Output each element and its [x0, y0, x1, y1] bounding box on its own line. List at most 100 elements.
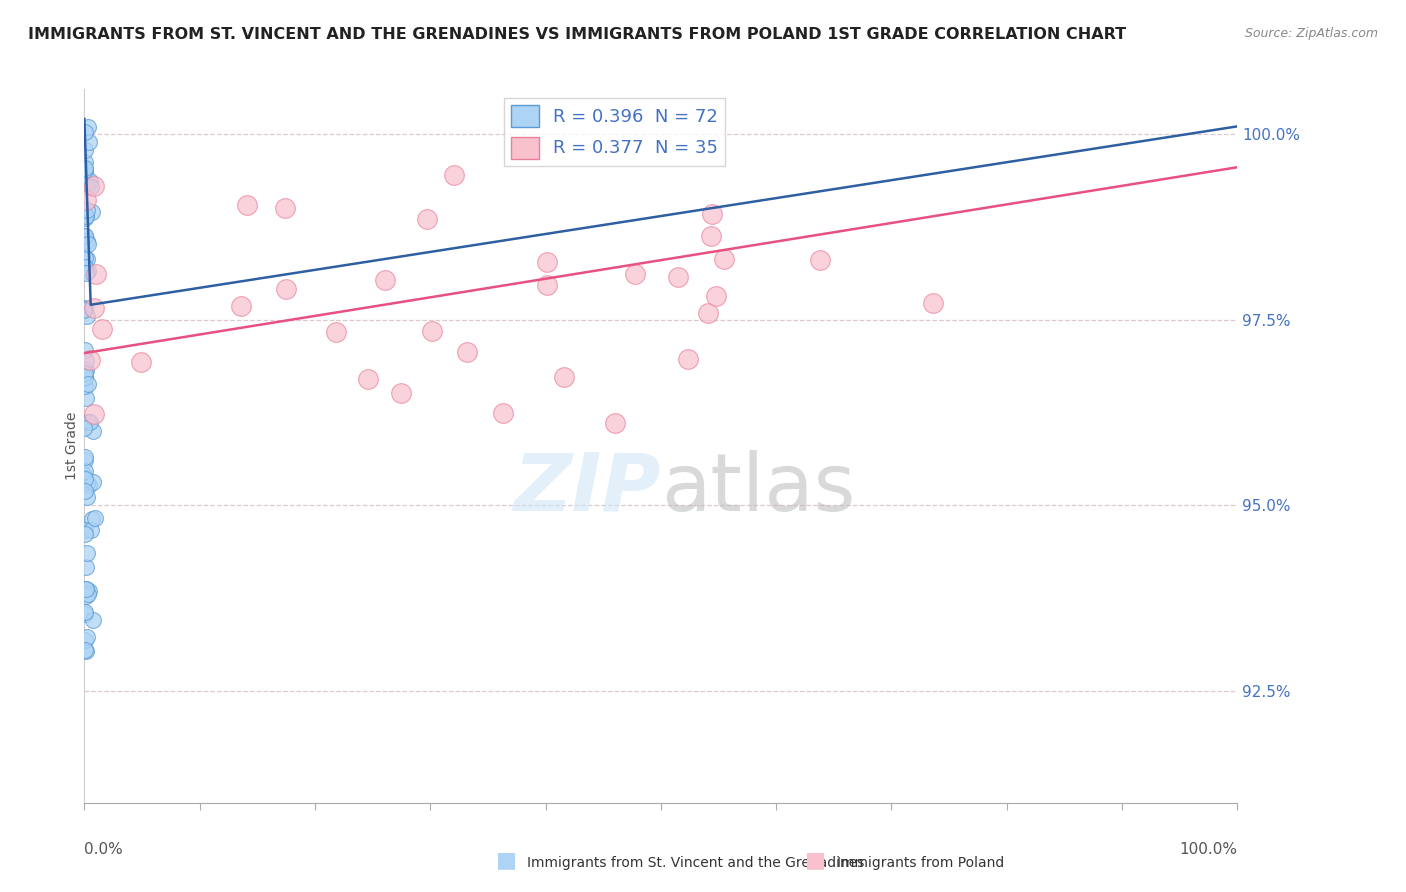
Point: [443, 168, 465, 182]
Point: [77, 120, 100, 134]
Point: [77, 415, 100, 429]
Point: [75, 354, 97, 368]
Point: [90, 322, 112, 336]
Point: [75, 260, 97, 274]
Point: [76, 252, 98, 266]
Point: [82, 425, 104, 439]
Point: [492, 406, 515, 420]
Point: [921, 296, 943, 310]
Point: [76, 235, 98, 249]
Point: [75, 209, 97, 223]
Point: [75, 589, 97, 603]
Point: [274, 201, 297, 215]
Point: [79, 416, 101, 430]
Point: [702, 207, 724, 221]
Point: [76, 178, 98, 193]
Point: [76, 490, 98, 504]
Point: [73, 452, 96, 467]
Point: [536, 277, 558, 292]
Point: [73, 420, 96, 434]
Point: [456, 344, 478, 359]
Point: [75, 166, 97, 180]
Point: [75, 526, 97, 541]
Point: [73, 228, 96, 243]
Point: [236, 198, 259, 212]
Point: [624, 267, 647, 281]
Point: [83, 179, 105, 194]
Point: [73, 467, 96, 482]
Point: [80, 180, 103, 194]
Legend: R = 0.396  N = 72, R = 0.377  N = 35: R = 0.396 N = 72, R = 0.377 N = 35: [505, 98, 725, 166]
Point: [84, 510, 107, 524]
Point: [77, 136, 100, 150]
Point: [80, 204, 103, 219]
Point: [76, 203, 98, 218]
Point: [678, 351, 700, 366]
Text: IMMIGRANTS FROM ST. VINCENT AND THE GRENADINES VS IMMIGRANTS FROM POLAND 1ST GRA: IMMIGRANTS FROM ST. VINCENT AND THE GREN…: [28, 27, 1126, 42]
Text: atlas: atlas: [661, 450, 855, 528]
Point: [73, 633, 96, 648]
Point: [73, 483, 96, 498]
Point: [83, 407, 105, 421]
Point: [75, 162, 97, 177]
Point: [75, 559, 97, 574]
Point: [73, 154, 96, 169]
Point: [75, 582, 97, 597]
Point: [553, 370, 575, 384]
Point: [73, 143, 96, 157]
Point: [131, 355, 153, 369]
Point: [73, 606, 96, 620]
Point: [389, 385, 412, 400]
Point: [77, 237, 100, 252]
Point: [73, 607, 96, 621]
Point: [73, 370, 96, 384]
Point: [79, 353, 101, 368]
Point: [76, 546, 98, 560]
Point: [77, 377, 100, 392]
Point: [75, 472, 97, 486]
Point: [75, 209, 97, 223]
Point: [77, 587, 100, 601]
Point: [73, 303, 96, 318]
Text: ■: ■: [496, 850, 516, 870]
Point: [699, 229, 721, 244]
Point: [374, 273, 396, 287]
Point: [79, 174, 101, 188]
Point: [75, 194, 97, 208]
Point: [73, 450, 96, 464]
Point: [73, 301, 96, 316]
Text: ■: ■: [806, 850, 825, 870]
Point: [76, 309, 98, 323]
Point: [75, 366, 97, 380]
Point: [325, 325, 347, 339]
Point: [536, 255, 558, 269]
Point: [76, 263, 98, 277]
Text: ZIP: ZIP: [513, 450, 661, 528]
Point: [75, 644, 97, 658]
Y-axis label: 1st Grade: 1st Grade: [65, 412, 79, 480]
Point: [77, 478, 100, 492]
Point: [82, 613, 104, 627]
Point: [666, 270, 689, 285]
Point: [603, 416, 626, 430]
Point: [75, 582, 97, 596]
Text: Source: ZipAtlas.com: Source: ZipAtlas.com: [1244, 27, 1378, 40]
Point: [697, 306, 720, 320]
Point: [83, 301, 105, 315]
Point: [73, 343, 96, 357]
Point: [76, 630, 98, 644]
Point: [713, 252, 735, 266]
Point: [356, 372, 378, 386]
Point: [82, 475, 104, 489]
Point: [76, 476, 98, 491]
Point: [704, 289, 727, 303]
Point: [80, 512, 103, 526]
Text: 0.0%: 0.0%: [84, 842, 124, 857]
Point: [73, 251, 96, 265]
Point: [420, 324, 443, 338]
Point: [75, 211, 97, 225]
Point: [79, 584, 101, 599]
Point: [75, 391, 97, 405]
Point: [73, 643, 96, 657]
Text: 100.0%: 100.0%: [1180, 842, 1237, 857]
